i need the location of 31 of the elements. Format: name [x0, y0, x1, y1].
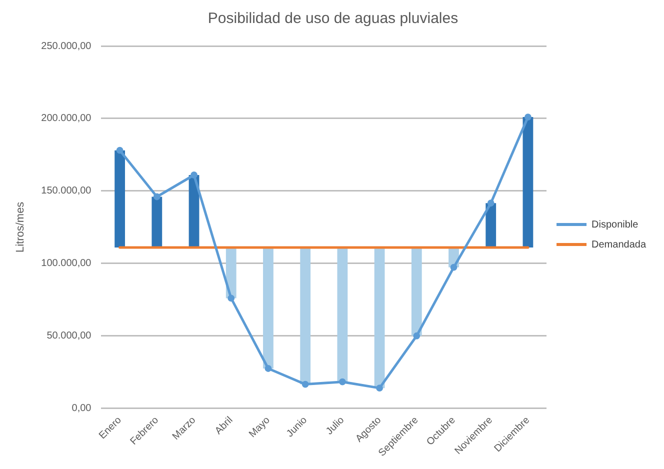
x-tick-label: Julio	[324, 414, 347, 438]
point	[487, 200, 494, 207]
point	[413, 332, 420, 340]
y-tick-label: 0,00	[72, 403, 92, 414]
y-tick-label: 150.000,00	[41, 186, 92, 197]
bar	[263, 247, 274, 368]
bar	[411, 247, 422, 336]
point	[264, 365, 272, 372]
point	[302, 380, 309, 388]
bar	[152, 196, 162, 248]
legend-label: Demandada	[592, 239, 646, 250]
point	[153, 193, 160, 200]
point	[524, 114, 532, 120]
y-tick-label: 50.000,00	[46, 330, 92, 342]
y-tick-label: 100.000,00	[41, 258, 92, 270]
point	[228, 294, 235, 302]
point	[450, 264, 458, 271]
chart-title: Posibilidad de uso de aguas pluviales	[208, 10, 458, 28]
y-tick-label: 200.000,00	[41, 113, 92, 124]
point	[116, 146, 124, 154]
legend-label: Disponible	[592, 219, 639, 230]
bar	[114, 150, 125, 248]
bar	[337, 247, 348, 382]
point	[338, 378, 346, 386]
y-axis-title: Litros/mes	[14, 201, 27, 253]
y-tick-label: 250.000,00	[41, 40, 92, 52]
point	[190, 172, 198, 178]
bar	[522, 117, 534, 248]
point	[376, 384, 383, 392]
bar	[300, 247, 311, 384]
bar	[374, 247, 385, 388]
